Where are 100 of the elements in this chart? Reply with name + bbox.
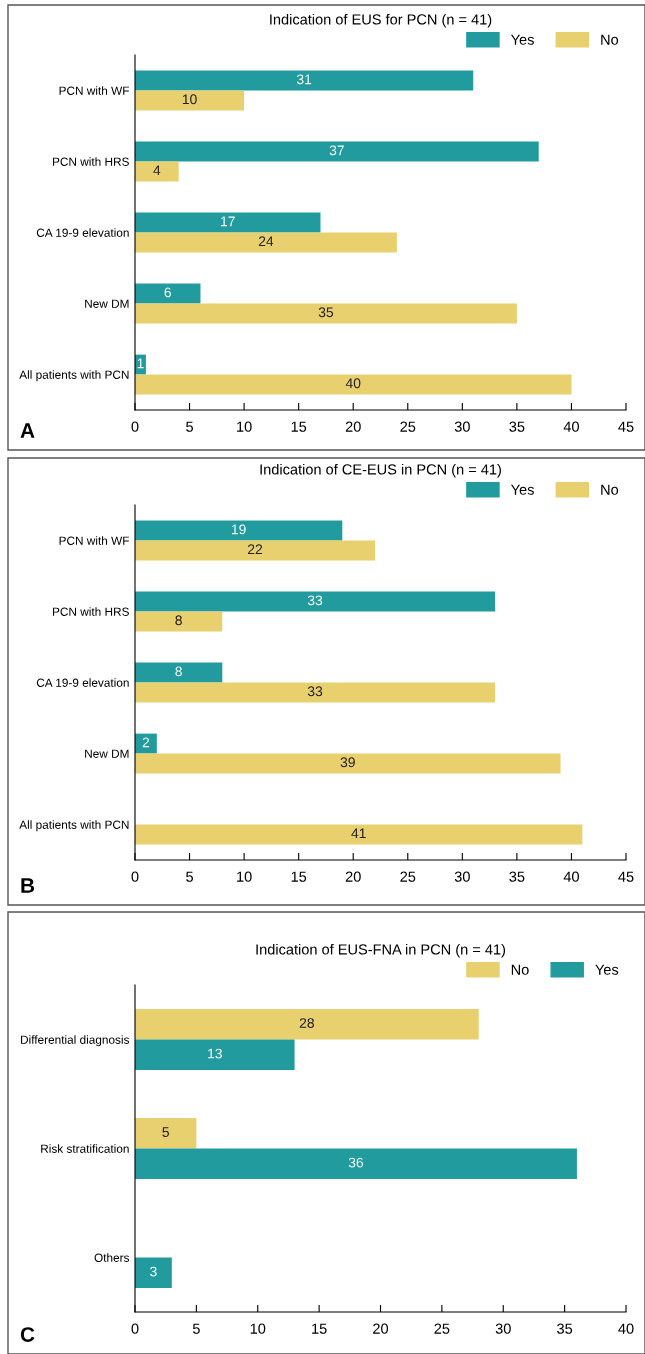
x-tick-label: 20	[345, 871, 361, 882]
data-label: 24	[258, 236, 274, 247]
x-tick-label: 45	[618, 871, 634, 882]
data-label: 2	[142, 737, 150, 748]
data-label: 35	[318, 307, 334, 318]
legend-label: No	[511, 964, 529, 975]
chart-title: Indication of CE-EUS in PCN (n = 41)	[260, 463, 501, 478]
x-tick-label: 30	[495, 1323, 511, 1334]
bar	[135, 682, 496, 703]
data-label: 1	[137, 358, 144, 369]
y-tick-label: PCN with WF	[59, 536, 129, 545]
bar	[135, 1257, 172, 1289]
data-label: 5	[162, 1127, 169, 1137]
x-tick-label: 30	[454, 871, 470, 882]
data-label: 4	[153, 165, 161, 176]
x-tick-label: 0	[131, 1323, 139, 1334]
text: A	[20, 423, 35, 438]
x-tick-label: 30	[454, 421, 470, 432]
x-tick-label: 0	[131, 421, 139, 432]
y-tick-label: Risk stratification	[41, 1144, 129, 1153]
x-tick-label: 15	[291, 421, 307, 432]
x-tick-label: 35	[509, 871, 525, 882]
text: B	[21, 878, 35, 893]
data-label: 22	[248, 544, 263, 555]
x-tick-label: 40	[618, 1323, 634, 1334]
bar	[135, 753, 561, 774]
legend-label: Yes	[510, 34, 534, 45]
x-tick-label: 10	[237, 421, 252, 432]
bar	[135, 520, 343, 541]
x-tick-label: 15	[312, 1323, 327, 1334]
data-label: 36	[348, 1157, 364, 1168]
data-label: 3	[150, 1266, 157, 1277]
bar	[135, 90, 245, 111]
x-tick-label: 20	[373, 1323, 389, 1334]
bar	[135, 161, 179, 182]
y-tick-label: CA 19-9 elevation	[36, 678, 129, 687]
y-tick-label: All patients with PCN	[19, 370, 129, 382]
data-label: 33	[307, 686, 323, 697]
x-tick-label: 25	[434, 1323, 450, 1334]
data-label: 41	[351, 828, 366, 839]
chart-title: Indication of EUS for PCN (n = 41)	[270, 13, 492, 28]
x-tick-label: 35	[557, 1323, 573, 1334]
x-tick-label: 20	[345, 421, 361, 432]
x-tick-label: 25	[400, 421, 416, 432]
data-label: 13	[208, 1048, 222, 1059]
bar	[135, 232, 397, 253]
legend-label: No	[601, 34, 619, 45]
bar	[135, 70, 474, 91]
x-tick-label: 10	[250, 1323, 266, 1334]
data-label: 33	[307, 595, 323, 606]
data-label: 39	[340, 757, 355, 768]
y-tick-label: PCN with HRS	[53, 607, 129, 616]
bar	[135, 591, 496, 612]
data-label: 28	[299, 1018, 314, 1028]
bar	[135, 824, 583, 845]
data-label: 8	[175, 666, 182, 677]
bar	[135, 303, 517, 324]
bar	[135, 1039, 295, 1071]
text: C	[20, 1327, 35, 1342]
bar	[135, 1008, 479, 1040]
data-label: 19	[231, 524, 246, 535]
x-tick-label: 5	[186, 421, 193, 432]
data-label: 40	[345, 378, 361, 389]
y-tick-label: PCN with HRS	[53, 157, 129, 166]
y-tick-label: PCN with WF	[59, 86, 129, 95]
x-tick-label: 40	[563, 871, 579, 882]
bar	[135, 662, 223, 683]
y-tick-label: CA 19-9 elevation	[36, 228, 129, 237]
x-tick-label: 10	[237, 871, 252, 882]
y-tick-label: Others	[94, 1253, 130, 1262]
bar	[135, 1148, 577, 1180]
legend-label: Yes	[595, 964, 619, 975]
data-label: 31	[296, 74, 312, 85]
bar	[135, 141, 539, 162]
data-label: 8	[175, 615, 182, 626]
x-tick-label: 25	[400, 871, 416, 882]
bar	[135, 212, 321, 233]
y-tick-label: All patients with PCN	[19, 820, 129, 832]
chart-title: Indication of EUS-FNA in PCN (n = 41)	[256, 943, 506, 958]
bar	[135, 1117, 197, 1149]
y-tick-label: Differential diagnosis	[21, 1035, 130, 1047]
x-tick-label: 45	[618, 421, 634, 432]
data-label: 17	[221, 216, 235, 227]
bar	[135, 733, 157, 754]
x-tick-label: 35	[509, 421, 525, 432]
bar	[135, 540, 376, 561]
x-tick-label: 0	[131, 871, 139, 882]
y-tick-label: New DM	[85, 299, 129, 308]
legend-label: No	[601, 484, 619, 495]
data-label: 10	[182, 94, 197, 105]
data-label: 6	[164, 287, 171, 298]
x-tick-label: 5	[192, 1323, 200, 1334]
bar	[135, 283, 201, 304]
y-tick-label: New DM	[85, 749, 129, 758]
data-label: 37	[329, 145, 344, 156]
x-tick-label: 40	[563, 421, 579, 432]
x-tick-label: 15	[291, 871, 307, 882]
legend-label: Yes	[510, 484, 534, 495]
x-tick-label: 5	[186, 871, 193, 882]
bar	[135, 374, 572, 395]
